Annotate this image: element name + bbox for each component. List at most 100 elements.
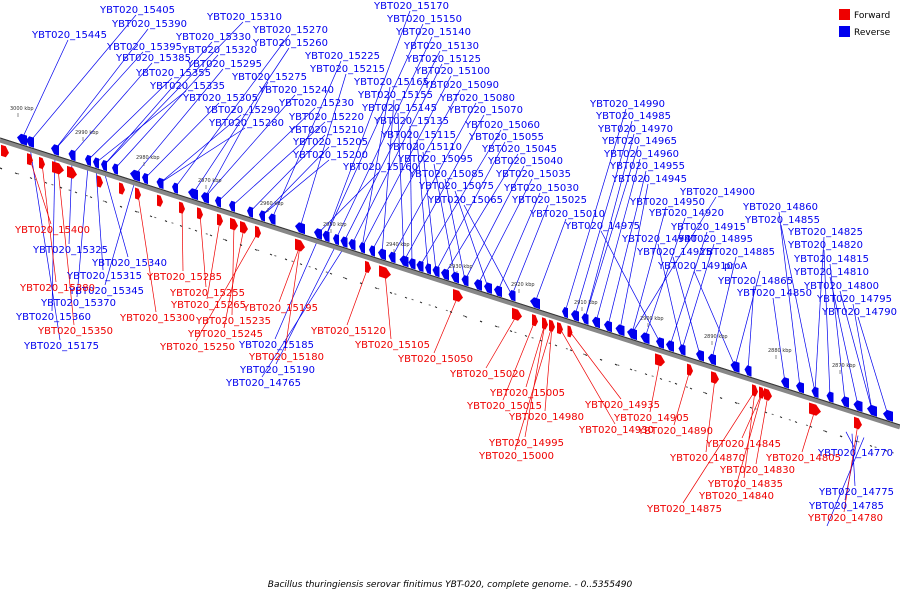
- gene-leader-line: [778, 211, 801, 388]
- gene-label: YBT020_14990: [589, 99, 665, 110]
- reverse-gene-arrow: [853, 400, 863, 412]
- track-dash: [794, 421, 798, 423]
- reverse-gene-arrow: [494, 285, 502, 298]
- reverse-gene-arrow: [867, 404, 877, 417]
- reverse-gene-arrow: [826, 391, 834, 403]
- genome-caption: Bacillus thuringiensis serovar finitimus…: [268, 580, 633, 590]
- gene-leader-line: [87, 77, 173, 161]
- track-dash: [554, 344, 558, 347]
- gene-leader-line: [743, 390, 756, 479]
- gene-leader-line: [29, 159, 52, 225]
- reverse-gene-arrow: [696, 350, 704, 362]
- track-dash: [449, 311, 453, 313]
- track-dash: [224, 239, 228, 242]
- gene-label: YBT020_15205: [292, 137, 368, 148]
- gene-leader-line: [681, 243, 715, 350]
- gene-label: YBT020_14855: [744, 215, 820, 226]
- gene-leader-line: [564, 108, 627, 313]
- gene-label: YBT020_14830: [719, 465, 795, 476]
- gene-leader-line: [271, 60, 342, 219]
- track-dash: [284, 258, 288, 261]
- kbp-ticks: 3000 kbp 2990 kbp 2980 kbp 2970 kbp 2960 kbp…: [0, 106, 888, 452]
- gene-leader-line: [477, 178, 533, 285]
- gene-label: YBT020_14810: [793, 267, 869, 278]
- gene-label: YBT020_14980: [508, 412, 584, 423]
- reverse-gene-arrow: [796, 381, 804, 394]
- track-dash: [524, 334, 528, 337]
- gene-label: YBT020_15045: [481, 144, 557, 155]
- gene-leader-line: [444, 153, 519, 275]
- gene-leader-line: [433, 295, 459, 354]
- gene-label: YBT020_15320: [181, 45, 257, 56]
- track-dash: [629, 368, 633, 371]
- gene-label: YBT020_15280: [208, 118, 284, 129]
- kbp-tick-label: 2870 kbp: [832, 363, 856, 369]
- forward-gene-arrow: [557, 322, 563, 335]
- gene-leader-line: [384, 272, 392, 340]
- gene-label: YBT020_15175: [23, 341, 99, 352]
- reverse-gene-arrow: [425, 263, 431, 275]
- kbp-tick-label: 2980 kbp: [136, 155, 160, 161]
- track-dash: [179, 224, 183, 227]
- track-dash: [764, 411, 768, 414]
- gene-leader-line: [463, 204, 513, 296]
- gene-label: YBT020_15195: [242, 303, 318, 314]
- gene-leader-line: [772, 297, 786, 383]
- gene-leader-line: [600, 230, 661, 343]
- gene-label: YBT020_15190: [239, 365, 315, 376]
- gene-leader-line: [381, 99, 395, 254]
- gene-leader-line: [261, 247, 345, 378]
- gene-leader-line: [217, 107, 316, 202]
- gene-label: YBT020_14965: [601, 136, 677, 147]
- gene-label: YBT020_15330: [175, 32, 251, 43]
- reverse-gene-arrow: [416, 260, 424, 272]
- track-dash: [314, 268, 318, 270]
- reverse-gene-arrow: [508, 290, 516, 302]
- gene-label: YBT020_15335: [149, 81, 225, 92]
- gene-label: YBT020_14915: [670, 222, 746, 233]
- forward-gene-arrow: [854, 416, 862, 430]
- gene-label: YBT020_15340: [91, 258, 167, 269]
- track-dash: [509, 330, 513, 333]
- reverse-gene-arrow: [314, 228, 322, 240]
- track-dash: [824, 430, 828, 433]
- forward-gene-arrow: [379, 265, 391, 279]
- forward-gene-arrow: [365, 260, 371, 273]
- gene-leader-line: [29, 14, 137, 142]
- gene-leader-line: [181, 208, 184, 272]
- track-dash: [569, 349, 573, 352]
- reverse-gene-arrow: [666, 340, 674, 352]
- track-dash: [44, 181, 48, 184]
- gene-leader-line: [444, 178, 466, 281]
- gene-leader-line: [534, 218, 567, 303]
- forward-gene-arrow: [711, 371, 719, 384]
- gene-leader-line: [261, 146, 330, 216]
- reverse-gene-arrow: [112, 163, 118, 175]
- track-dash: [59, 186, 63, 189]
- legend-forward-swatch: [839, 9, 850, 20]
- gene-leader-line: [159, 114, 242, 184]
- gene-leader-line: [114, 54, 219, 169]
- track-dash: [854, 440, 858, 443]
- reverse-gene-arrow: [484, 282, 492, 294]
- gene-label: YBT020_14895: [677, 234, 753, 245]
- track-dash: [614, 363, 618, 366]
- reverse-gene-arrow: [562, 307, 568, 319]
- gene-leader-line: [514, 325, 553, 451]
- gene-label: YBT020_15370: [40, 298, 116, 309]
- reverse-gene-arrow: [17, 133, 27, 146]
- forward-gene-arrow: [453, 289, 463, 302]
- gene-label: YBT020_15250: [159, 342, 235, 353]
- gene-leader-line: [544, 325, 553, 412]
- gene-label: YBT020_14910: [657, 261, 733, 272]
- track-dash: [479, 320, 483, 323]
- gene-leader-line: [595, 158, 641, 323]
- track-dash: [164, 220, 168, 223]
- reverse-gene-arrow: [708, 353, 716, 366]
- reverse-gene-arrow: [268, 213, 276, 225]
- forward-gene-arrow: [687, 363, 693, 376]
- forward-gene-arrow: [255, 225, 261, 238]
- gene-label: YBT020_14935: [584, 400, 660, 411]
- gene-leader-line: [71, 62, 153, 156]
- backbone-highlight: [0, 137, 900, 426]
